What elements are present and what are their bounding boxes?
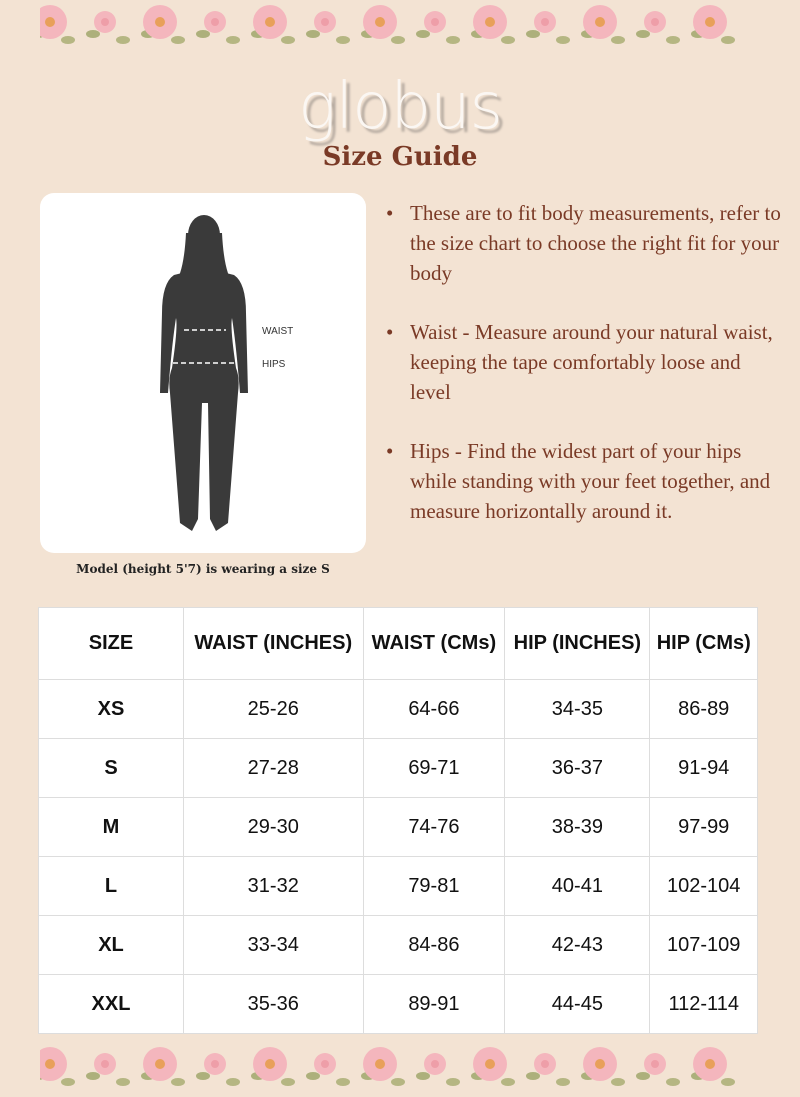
flower-icon: [471, 5, 515, 44]
flower-icon: [86, 11, 130, 44]
flower-icon: [361, 1047, 405, 1086]
flower-icon: [691, 1047, 735, 1086]
measurement-cell: 112-114: [649, 974, 758, 1034]
flower-icon: [471, 1047, 515, 1086]
instruction-item: These are to fit body measurements, refe…: [384, 198, 784, 288]
model-caption: Model (height 5'7) is wearing a size S: [76, 562, 330, 576]
flower-icon: [526, 11, 570, 44]
measurement-cell: 74-76: [362, 797, 506, 857]
floral-garland-top: [40, 5, 735, 44]
body-figure-panel: WAIST HIPS: [40, 193, 366, 553]
flower-icon: [361, 5, 405, 44]
measurement-cell: 40-41: [504, 856, 651, 916]
measurement-cell: 29-30: [183, 797, 364, 857]
table-row: XXL 35-36 89-91 44-45 112-114: [38, 974, 758, 1034]
size-cell: XL: [38, 915, 184, 975]
hips-label: HIPS: [262, 359, 286, 370]
flower-icon: [251, 5, 295, 44]
flower-icon: [581, 1047, 625, 1086]
measurement-cell: 102-104: [649, 856, 758, 916]
flower-icon: [581, 5, 625, 44]
flower-icon: [251, 1047, 295, 1086]
page-title: Size Guide: [322, 142, 478, 172]
flower-icon: [86, 1053, 130, 1086]
measurement-cell: 84-86: [362, 915, 506, 975]
instruction-item: Waist - Measure around your natural wais…: [384, 317, 784, 407]
size-cell: M: [38, 797, 184, 857]
table-header-row: SIZE WAIST (INCHES) WAIST (CMs) HIP (INC…: [38, 607, 758, 680]
header-hip-cms: HIP (CMs): [649, 607, 758, 680]
flower-icon: [196, 11, 240, 44]
measurement-cell: 107-109: [649, 915, 758, 975]
flower-icon: [196, 1053, 240, 1086]
table-row: XS 25-26 64-66 34-35 86-89: [38, 679, 758, 739]
flower-icon: [416, 1053, 460, 1086]
measurement-cell: 97-99: [649, 797, 758, 857]
size-chart-table: SIZE WAIST (INCHES) WAIST (CMs) HIP (INC…: [38, 607, 758, 1034]
flower-icon: [636, 1053, 680, 1086]
measurement-cell: 25-26: [183, 679, 364, 739]
measurement-cell: 86-89: [649, 679, 758, 739]
flower-icon: [40, 5, 75, 44]
size-cell: XS: [38, 679, 184, 739]
body-silhouette-icon: [160, 215, 248, 531]
size-cell: S: [38, 738, 184, 798]
measurement-cell: 35-36: [183, 974, 364, 1034]
measurement-cell: 34-35: [504, 679, 651, 739]
measurement-cell: 42-43: [504, 915, 651, 975]
measurement-cell: 79-81: [362, 856, 506, 916]
flower-icon: [141, 5, 185, 44]
flower-icon: [416, 11, 460, 44]
measurement-cell: 69-71: [362, 738, 506, 798]
header-waist-cms: WAIST (CMs): [362, 607, 506, 680]
measurement-cell: 44-45: [504, 974, 651, 1034]
instruction-item: Hips - Find the widest part of your hips…: [384, 436, 784, 526]
table-row: XL 33-34 84-86 42-43 107-109: [38, 915, 758, 975]
measurement-cell: 27-28: [183, 738, 364, 798]
header-waist-inches: WAIST (INCHES): [183, 607, 364, 680]
header-hip-inches: HIP (INCHES): [504, 607, 651, 680]
table-row: L 31-32 79-81 40-41 102-104: [38, 856, 758, 916]
size-cell: XXL: [38, 974, 184, 1034]
flower-icon: [141, 1047, 185, 1086]
measurement-cell: 38-39: [504, 797, 651, 857]
measurement-cell: 33-34: [183, 915, 364, 975]
flower-icon: [636, 11, 680, 44]
measurement-cell: 64-66: [362, 679, 506, 739]
flower-icon: [691, 5, 735, 44]
waist-label: WAIST: [262, 326, 294, 337]
flower-icon: [526, 1053, 570, 1086]
table-row: M 29-30 74-76 38-39 97-99: [38, 797, 758, 857]
measurement-instructions: These are to fit body measurements, refe…: [384, 198, 784, 555]
measurement-cell: 36-37: [504, 738, 651, 798]
measurement-cell: 89-91: [362, 974, 506, 1034]
flower-icon: [40, 1047, 75, 1086]
flower-icon: [306, 11, 350, 44]
measurement-cell: 31-32: [183, 856, 364, 916]
measurement-cell: 91-94: [649, 738, 758, 798]
brand-logo: globus: [298, 70, 503, 144]
flower-icon: [306, 1053, 350, 1086]
size-cell: L: [38, 856, 184, 916]
header-size: SIZE: [38, 607, 184, 680]
floral-garland-bottom: [40, 1047, 735, 1086]
table-row: S 27-28 69-71 36-37 91-94: [38, 738, 758, 798]
